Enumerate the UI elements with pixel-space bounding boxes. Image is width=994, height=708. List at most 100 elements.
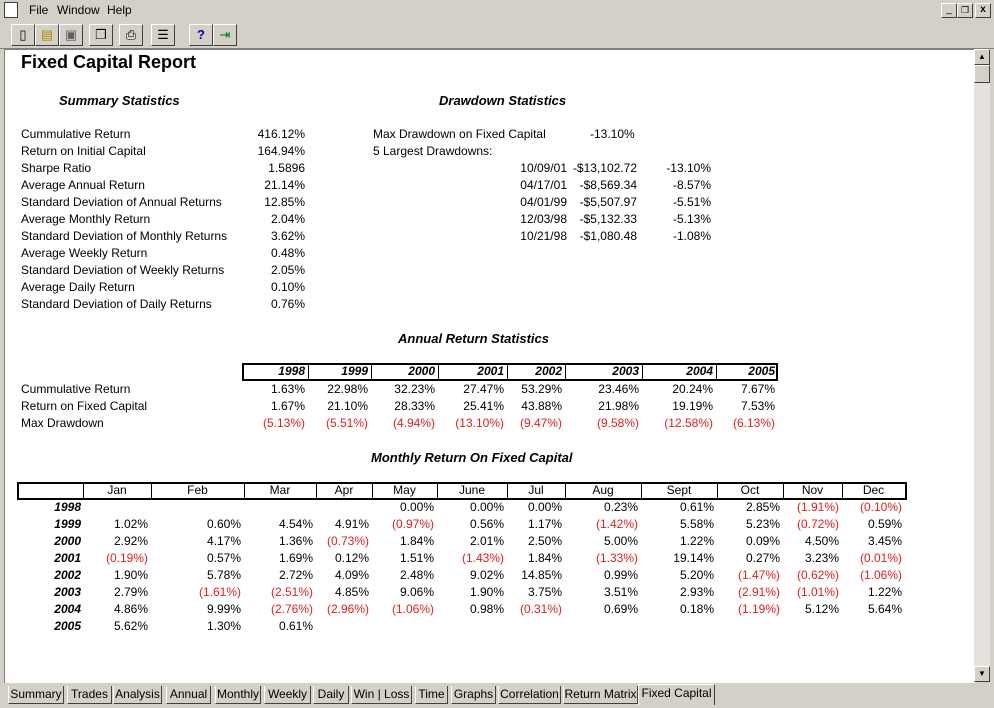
drawdown-date: 10/21/98 <box>520 229 567 243</box>
summary-label: Sharpe Ratio <box>21 161 92 175</box>
annual-row-label: Max Drawdown <box>21 416 104 430</box>
drawdown-amount: -$5,132.33 <box>579 212 637 226</box>
monthly-cell: 0.98% <box>469 602 504 616</box>
monthly-divider <box>717 482 718 498</box>
monthly-cell: 0.12% <box>334 551 369 565</box>
monthly-cell: 1.17% <box>527 517 562 531</box>
properties-icon[interactable]: ☰ <box>151 24 175 46</box>
new-icon[interactable]: ▯ <box>11 24 35 46</box>
menu-window[interactable]: Window <box>57 3 100 17</box>
tab-analysis[interactable]: Analysis <box>113 686 162 704</box>
annual-divider <box>438 363 439 379</box>
annual-cell: 43.88% <box>521 399 562 413</box>
tab-daily[interactable]: Daily <box>313 686 349 704</box>
monthly-cell: (2.51%) <box>270 585 313 599</box>
month-header: May <box>393 483 416 497</box>
vertical-scrollbar[interactable]: ▲ ▼ <box>974 49 990 682</box>
monthly-year-label: 2000 <box>54 534 81 548</box>
monthly-divider <box>783 482 784 498</box>
monthly-cell: 1.22% <box>867 585 902 599</box>
summary-value: 0.48% <box>270 246 305 260</box>
drawdown-percent: -8.57% <box>672 178 711 192</box>
annual-divider <box>371 363 372 379</box>
minimize-icon[interactable]: _ <box>941 3 957 18</box>
monthly-year-label: 2003 <box>54 585 81 599</box>
summary-label: Cummulative Return <box>21 127 131 141</box>
annual-cell: 28.33% <box>394 399 435 413</box>
annual-cell: 7.53% <box>740 399 775 413</box>
scroll-down-icon[interactable]: ▼ <box>974 666 990 682</box>
monthly-cell: 1.84% <box>399 534 434 548</box>
copy-icon[interactable]: ❐ <box>89 24 113 46</box>
annual-cell: 1.67% <box>270 399 305 413</box>
monthly-divider <box>565 482 566 498</box>
monthly-divider <box>151 482 152 498</box>
restore-icon[interactable]: ❐ <box>957 3 973 18</box>
toolbar: ▯ ▤ ▣ ❐ ⎙ ☰ ? ⇥ <box>0 21 994 49</box>
summary-label: Return on Initial Capital <box>21 144 146 158</box>
save-icon[interactable]: ▣ <box>59 24 83 46</box>
monthly-cell: (1.19%) <box>737 602 780 616</box>
summary-label: Average Daily Return <box>21 280 135 294</box>
monthly-cell: 9.02% <box>469 568 504 582</box>
annual-divider <box>642 363 643 379</box>
tab-summary[interactable]: Summary <box>8 686 64 704</box>
annual-cell: 22.98% <box>327 382 368 396</box>
tab-correlation[interactable]: Correlation <box>498 686 561 704</box>
monthly-cell: 9.99% <box>206 602 241 616</box>
menu-file[interactable]: File <box>29 3 49 17</box>
monthly-cell: (0.31%) <box>519 602 562 616</box>
scroll-thumb[interactable] <box>974 65 990 83</box>
monthly-cell: 2.79% <box>113 585 148 599</box>
month-header: Apr <box>334 483 354 497</box>
help-icon[interactable]: ? <box>189 24 213 46</box>
scroll-up-icon[interactable]: ▲ <box>974 49 990 65</box>
tab-graphs[interactable]: Graphs <box>451 686 496 704</box>
annual-year-header: 2000 <box>408 364 435 378</box>
monthly-year-label: 2001 <box>54 551 81 565</box>
monthly-cell: (0.10%) <box>859 500 902 514</box>
app-icon <box>4 2 18 18</box>
tab-return-matrix[interactable]: Return Matrix <box>563 686 638 704</box>
monthly-cell: 0.61% <box>679 500 714 514</box>
tab-trades[interactable]: Trades <box>67 686 112 704</box>
month-header: Jul <box>528 483 544 497</box>
monthly-cell: 2.48% <box>399 568 434 582</box>
annual-divider <box>565 363 566 379</box>
annual-cell: (5.13%) <box>262 416 305 430</box>
annual-cell: (4.94%) <box>392 416 435 430</box>
summary-value: 0.10% <box>270 280 305 294</box>
monthly-cell: 5.12% <box>804 602 839 616</box>
monthly-cell: 0.00% <box>469 500 504 514</box>
exit-icon[interactable]: ⇥ <box>213 24 237 46</box>
open-icon[interactable]: ▤ <box>35 24 59 46</box>
menu-bar: File Window Help _ ❐ x <box>0 0 994 20</box>
tab-time[interactable]: Time <box>415 686 448 704</box>
month-header: June <box>458 483 486 497</box>
tab-monthly[interactable]: Monthly <box>215 686 261 704</box>
summary-title: Summary Statistics <box>59 93 180 108</box>
annual-cell: (12.58%) <box>664 416 713 430</box>
tab-win-loss[interactable]: Win | Loss <box>351 686 412 704</box>
summary-value: 1.5896 <box>268 161 305 175</box>
monthly-cell: 1.51% <box>399 551 434 565</box>
monthly-cell: 2.01% <box>469 534 504 548</box>
monthly-cell: (0.97%) <box>391 517 434 531</box>
tab-fixed-capital[interactable]: Fixed Capital <box>638 684 715 705</box>
print-icon[interactable]: ⎙ <box>119 24 143 46</box>
monthly-cell: 4.86% <box>113 602 148 616</box>
monthly-year-label: 2004 <box>54 602 81 616</box>
monthly-cell: (0.01%) <box>859 551 902 565</box>
monthly-cell: 5.00% <box>603 534 638 548</box>
tab-weekly[interactable]: Weekly <box>264 686 311 704</box>
monthly-cell: 5.64% <box>867 602 902 616</box>
summary-value: 12.85% <box>264 195 305 209</box>
menu-help[interactable]: Help <box>107 3 132 17</box>
close-icon[interactable]: x <box>975 3 991 18</box>
summary-value: 2.04% <box>270 212 305 226</box>
tab-annual[interactable]: Annual <box>166 686 211 704</box>
monthly-cell: (2.76%) <box>270 602 313 616</box>
annual-cell: 21.98% <box>598 399 639 413</box>
month-header: Nov <box>801 483 824 497</box>
monthly-cell: 0.61% <box>278 619 313 633</box>
